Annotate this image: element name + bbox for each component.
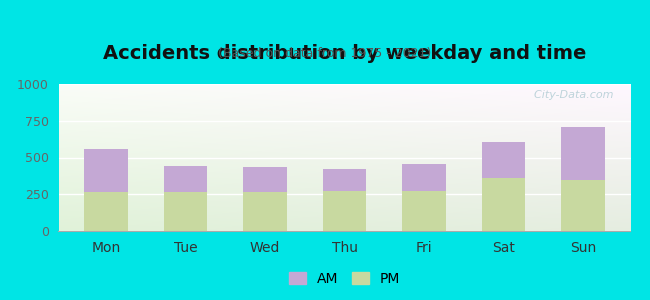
Bar [322, 191, 367, 231]
Bar [482, 142, 525, 178]
Bar [164, 192, 207, 231]
Bar [561, 127, 605, 179]
Bar [164, 166, 207, 192]
Bar [322, 169, 367, 191]
Title: Accidents distribution by weekday and time: Accidents distribution by weekday and ti… [103, 44, 586, 63]
Legend: AM, PM: AM, PM [289, 272, 400, 286]
Bar [402, 191, 446, 231]
Bar [243, 167, 287, 192]
Text: (Based on data from 1975 - 2021): (Based on data from 1975 - 2021) [218, 46, 432, 59]
Bar [84, 192, 128, 231]
Bar [402, 164, 446, 191]
Bar [243, 192, 287, 231]
Text: City-Data.com: City-Data.com [527, 90, 614, 100]
Bar [482, 178, 525, 231]
Bar [561, 179, 605, 231]
Bar [84, 149, 128, 192]
